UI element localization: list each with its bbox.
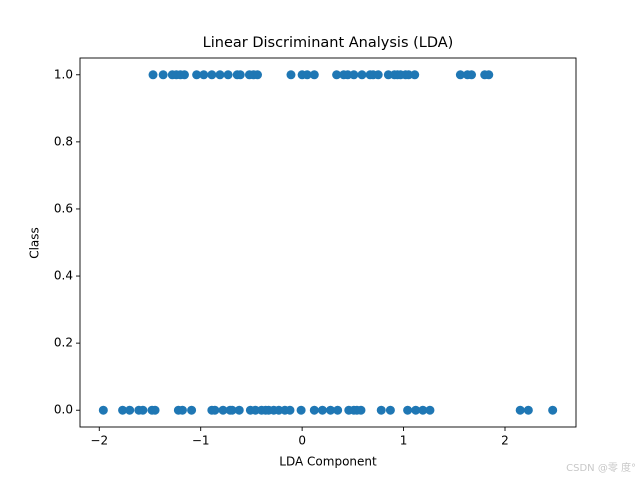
point <box>418 405 428 415</box>
point <box>138 405 148 415</box>
point <box>326 405 336 415</box>
point <box>385 405 395 415</box>
point <box>296 405 306 415</box>
point <box>317 405 327 415</box>
point <box>411 405 421 415</box>
x-tick-label: −2 <box>90 434 108 448</box>
point <box>150 405 160 415</box>
point <box>223 70 233 80</box>
point <box>218 405 228 415</box>
point <box>235 70 245 80</box>
point <box>192 70 202 80</box>
point <box>523 405 533 415</box>
point <box>309 70 319 80</box>
point <box>177 405 187 415</box>
point <box>410 70 420 80</box>
point <box>285 405 295 415</box>
chart-title: Linear Discriminant Analysis (LDA) <box>203 35 454 51</box>
axes-frame <box>79 57 577 428</box>
point <box>148 70 158 80</box>
point <box>332 70 342 80</box>
y-tick-label: 0.6 <box>54 201 73 215</box>
y-tick-label: 0.8 <box>54 134 73 148</box>
point <box>403 405 413 415</box>
x-tick-label: 0 <box>298 434 306 448</box>
point <box>227 405 237 415</box>
point <box>467 70 477 80</box>
point <box>125 405 135 415</box>
point <box>118 405 128 415</box>
point <box>309 405 319 415</box>
point <box>356 405 366 415</box>
point <box>234 405 244 415</box>
point <box>207 70 217 80</box>
y-tick-label: 1.0 <box>54 67 73 81</box>
point <box>484 70 494 80</box>
point <box>187 405 197 415</box>
x-axis-label: LDA Component <box>279 455 377 469</box>
point <box>515 405 525 415</box>
y-tick-label: 0.0 <box>54 403 73 417</box>
point <box>253 70 263 80</box>
x-tick-label: −1 <box>192 434 210 448</box>
point <box>357 70 367 80</box>
point <box>179 70 189 80</box>
point <box>98 405 108 415</box>
y-axis-label: Class <box>28 227 42 259</box>
point <box>333 405 343 415</box>
point <box>373 70 383 80</box>
point <box>425 405 435 415</box>
y-tick-label: 0.4 <box>54 269 73 283</box>
point <box>158 70 168 80</box>
point <box>349 70 359 80</box>
x-tick-label: 2 <box>501 434 509 448</box>
point <box>210 405 220 415</box>
x-tick-label: 1 <box>400 434 408 448</box>
point <box>286 70 296 80</box>
point <box>548 405 558 415</box>
point <box>302 70 312 80</box>
point <box>455 70 465 80</box>
point <box>199 70 209 80</box>
point <box>376 405 386 415</box>
watermark: CSDN @零 度° <box>566 461 636 474</box>
point <box>215 70 225 80</box>
y-tick-label: 0.2 <box>54 336 73 350</box>
